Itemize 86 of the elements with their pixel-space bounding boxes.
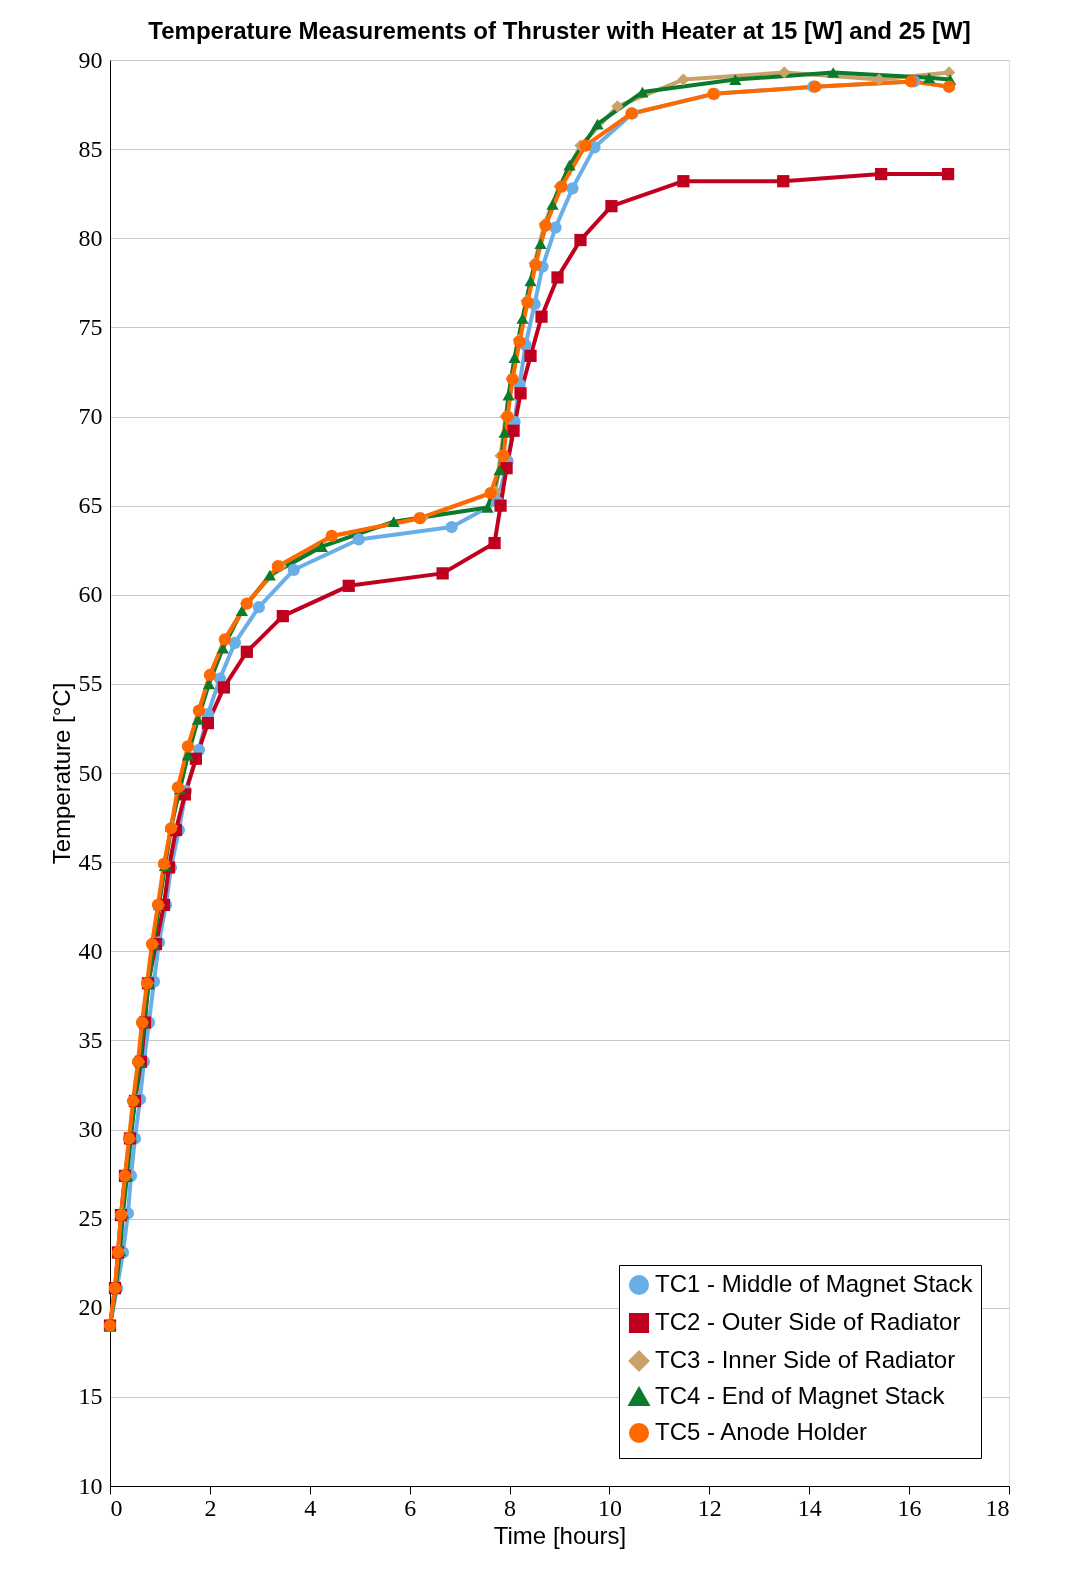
point [514, 387, 527, 400]
point [498, 427, 511, 438]
y-tick-label: 75 [78, 313, 103, 340]
x-tick-label: 8 [504, 1494, 517, 1521]
y-tick-label: 55 [78, 670, 103, 697]
point [524, 275, 537, 287]
point [235, 605, 248, 617]
x-tick-label: 2 [204, 1494, 217, 1521]
point [202, 678, 216, 690]
point [352, 533, 365, 546]
point [611, 100, 624, 113]
point [481, 502, 494, 513]
point [493, 464, 506, 476]
point [551, 271, 564, 284]
y-tick-label: 40 [78, 937, 103, 964]
y-tick-label: 15 [78, 1383, 103, 1410]
point [502, 389, 515, 401]
x-tick-label: 18 [985, 1494, 1010, 1521]
point [535, 310, 548, 323]
point [436, 567, 449, 580]
point [494, 499, 507, 512]
legend-label: TC4 - End of Magnet Stack [655, 1382, 946, 1409]
point [287, 563, 300, 576]
point [549, 221, 562, 234]
x-tick-label: 0 [110, 1494, 123, 1521]
x-tick-label: 4 [304, 1494, 317, 1521]
point [922, 72, 936, 84]
y-tick-label: 85 [78, 135, 103, 162]
x-tick-label: 10 [597, 1494, 622, 1521]
chart-title: Temperature Measurements of Thruster with Heater at 15 [W] and 25 [W] [148, 17, 971, 44]
y-tick-label: 60 [78, 581, 103, 608]
y-tick-label: 80 [78, 224, 103, 251]
point [827, 67, 840, 78]
legend-label: TC1 - Middle of Magnet Stack [655, 1270, 974, 1297]
point [636, 86, 649, 98]
point [252, 601, 265, 614]
y-tick-label: 70 [78, 403, 103, 429]
y-tick-label: 50 [78, 759, 103, 786]
point [484, 487, 497, 500]
x-tick-label: 14 [797, 1494, 822, 1521]
point [445, 520, 458, 534]
point [488, 536, 501, 550]
y-axis-title: Temperature [°C] [47, 682, 75, 865]
y-tick-label: 90 [78, 46, 103, 73]
point [387, 516, 400, 527]
point [263, 569, 276, 581]
point [516, 313, 529, 324]
y-tick-label: 30 [78, 1116, 103, 1142]
y-tick-label: 25 [78, 1205, 103, 1232]
point [240, 645, 253, 658]
point [508, 352, 521, 363]
point [546, 199, 559, 210]
y-tick-label: 35 [78, 1026, 103, 1053]
point [191, 714, 205, 725]
point [574, 233, 587, 247]
point [605, 200, 618, 213]
point [566, 182, 579, 195]
point [217, 681, 230, 694]
point [342, 579, 355, 592]
point [941, 167, 955, 181]
x-axis-title: Time [hours] [493, 1521, 627, 1549]
point [507, 424, 520, 437]
y-tick-label: 20 [78, 1294, 103, 1321]
y-tick-label: 10 [78, 1472, 103, 1499]
point [276, 610, 289, 623]
legend-label: TC2 - Outer Side of Radiator [655, 1308, 961, 1335]
point [201, 716, 215, 730]
x-tick-label: 12 [697, 1494, 722, 1521]
point [875, 167, 888, 181]
point [729, 74, 742, 85]
point [228, 636, 241, 649]
x-tick-label: 6 [404, 1494, 417, 1521]
point [563, 159, 576, 171]
point [778, 66, 791, 79]
point [677, 175, 690, 188]
point [524, 349, 537, 363]
point [315, 541, 328, 552]
x-tick-label: 16 [897, 1494, 922, 1521]
legend-label: TC3 - Inner Side of Radiator [655, 1346, 956, 1373]
y-tick-label: 45 [78, 848, 103, 875]
legend-label: TC5 - Anode Holder [655, 1418, 868, 1445]
point [777, 175, 790, 188]
point [579, 139, 592, 152]
point [534, 238, 547, 249]
y-tick-label: 65 [78, 492, 103, 519]
point [591, 118, 604, 130]
